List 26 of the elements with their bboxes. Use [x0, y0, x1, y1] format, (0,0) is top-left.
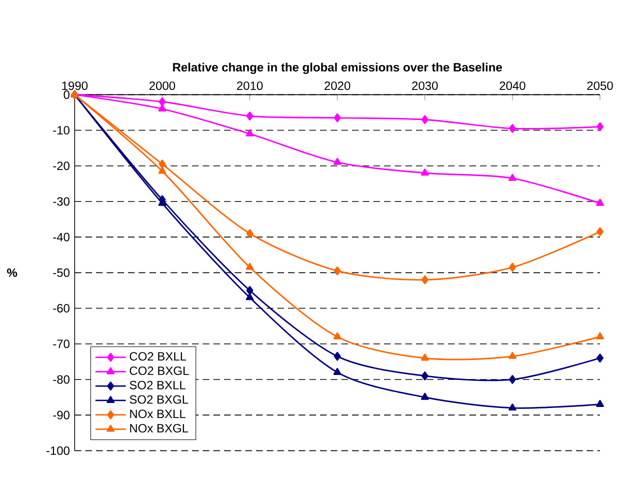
y-tick-label: -20 [53, 162, 70, 170]
y-tick-label: -90 [53, 410, 70, 420]
y-tick-label: -60 [53, 304, 70, 313]
y-tick-label: -80 [53, 375, 70, 384]
x-tick-label: 2040 [500, 81, 526, 90]
y-tick-label: -100 [46, 446, 70, 455]
y-tick-label: -70 [53, 340, 70, 348]
y-tick-label: -50 [53, 268, 70, 277]
legend-label: SO2 BXGL [130, 395, 188, 404]
chart-title: Relative change in the global emissions over the Baseline [173, 62, 502, 74]
legend-label: NOx BXGL [130, 424, 188, 433]
legend-label: CO2 BXGL [130, 366, 189, 375]
x-tick-label: 1990 [62, 81, 88, 90]
legend-label: SO2 BXLL [130, 380, 186, 390]
y-tick-label: -10 [53, 126, 70, 135]
x-tick-label: 2010 [237, 81, 263, 90]
legend-label: CO2 BXLL [130, 352, 186, 361]
x-tick-label: 2050 [587, 81, 613, 90]
y-axis-title: % [7, 268, 18, 277]
y-tick-label: -30 [53, 197, 70, 206]
x-tick-label: 2030 [412, 81, 438, 90]
x-tick-label: 2020 [324, 81, 350, 90]
legend-label: NOx BXLL [130, 410, 186, 418]
y-tick-label: 0 [64, 90, 70, 99]
x-tick-label: 2000 [149, 81, 176, 90]
y-tick-label: -40 [53, 232, 70, 242]
